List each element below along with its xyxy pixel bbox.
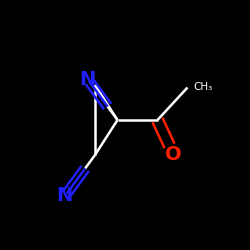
- Text: N: N: [79, 70, 95, 89]
- Text: CH₃: CH₃: [194, 82, 213, 92]
- Text: N: N: [56, 186, 72, 205]
- Text: O: O: [166, 146, 182, 165]
